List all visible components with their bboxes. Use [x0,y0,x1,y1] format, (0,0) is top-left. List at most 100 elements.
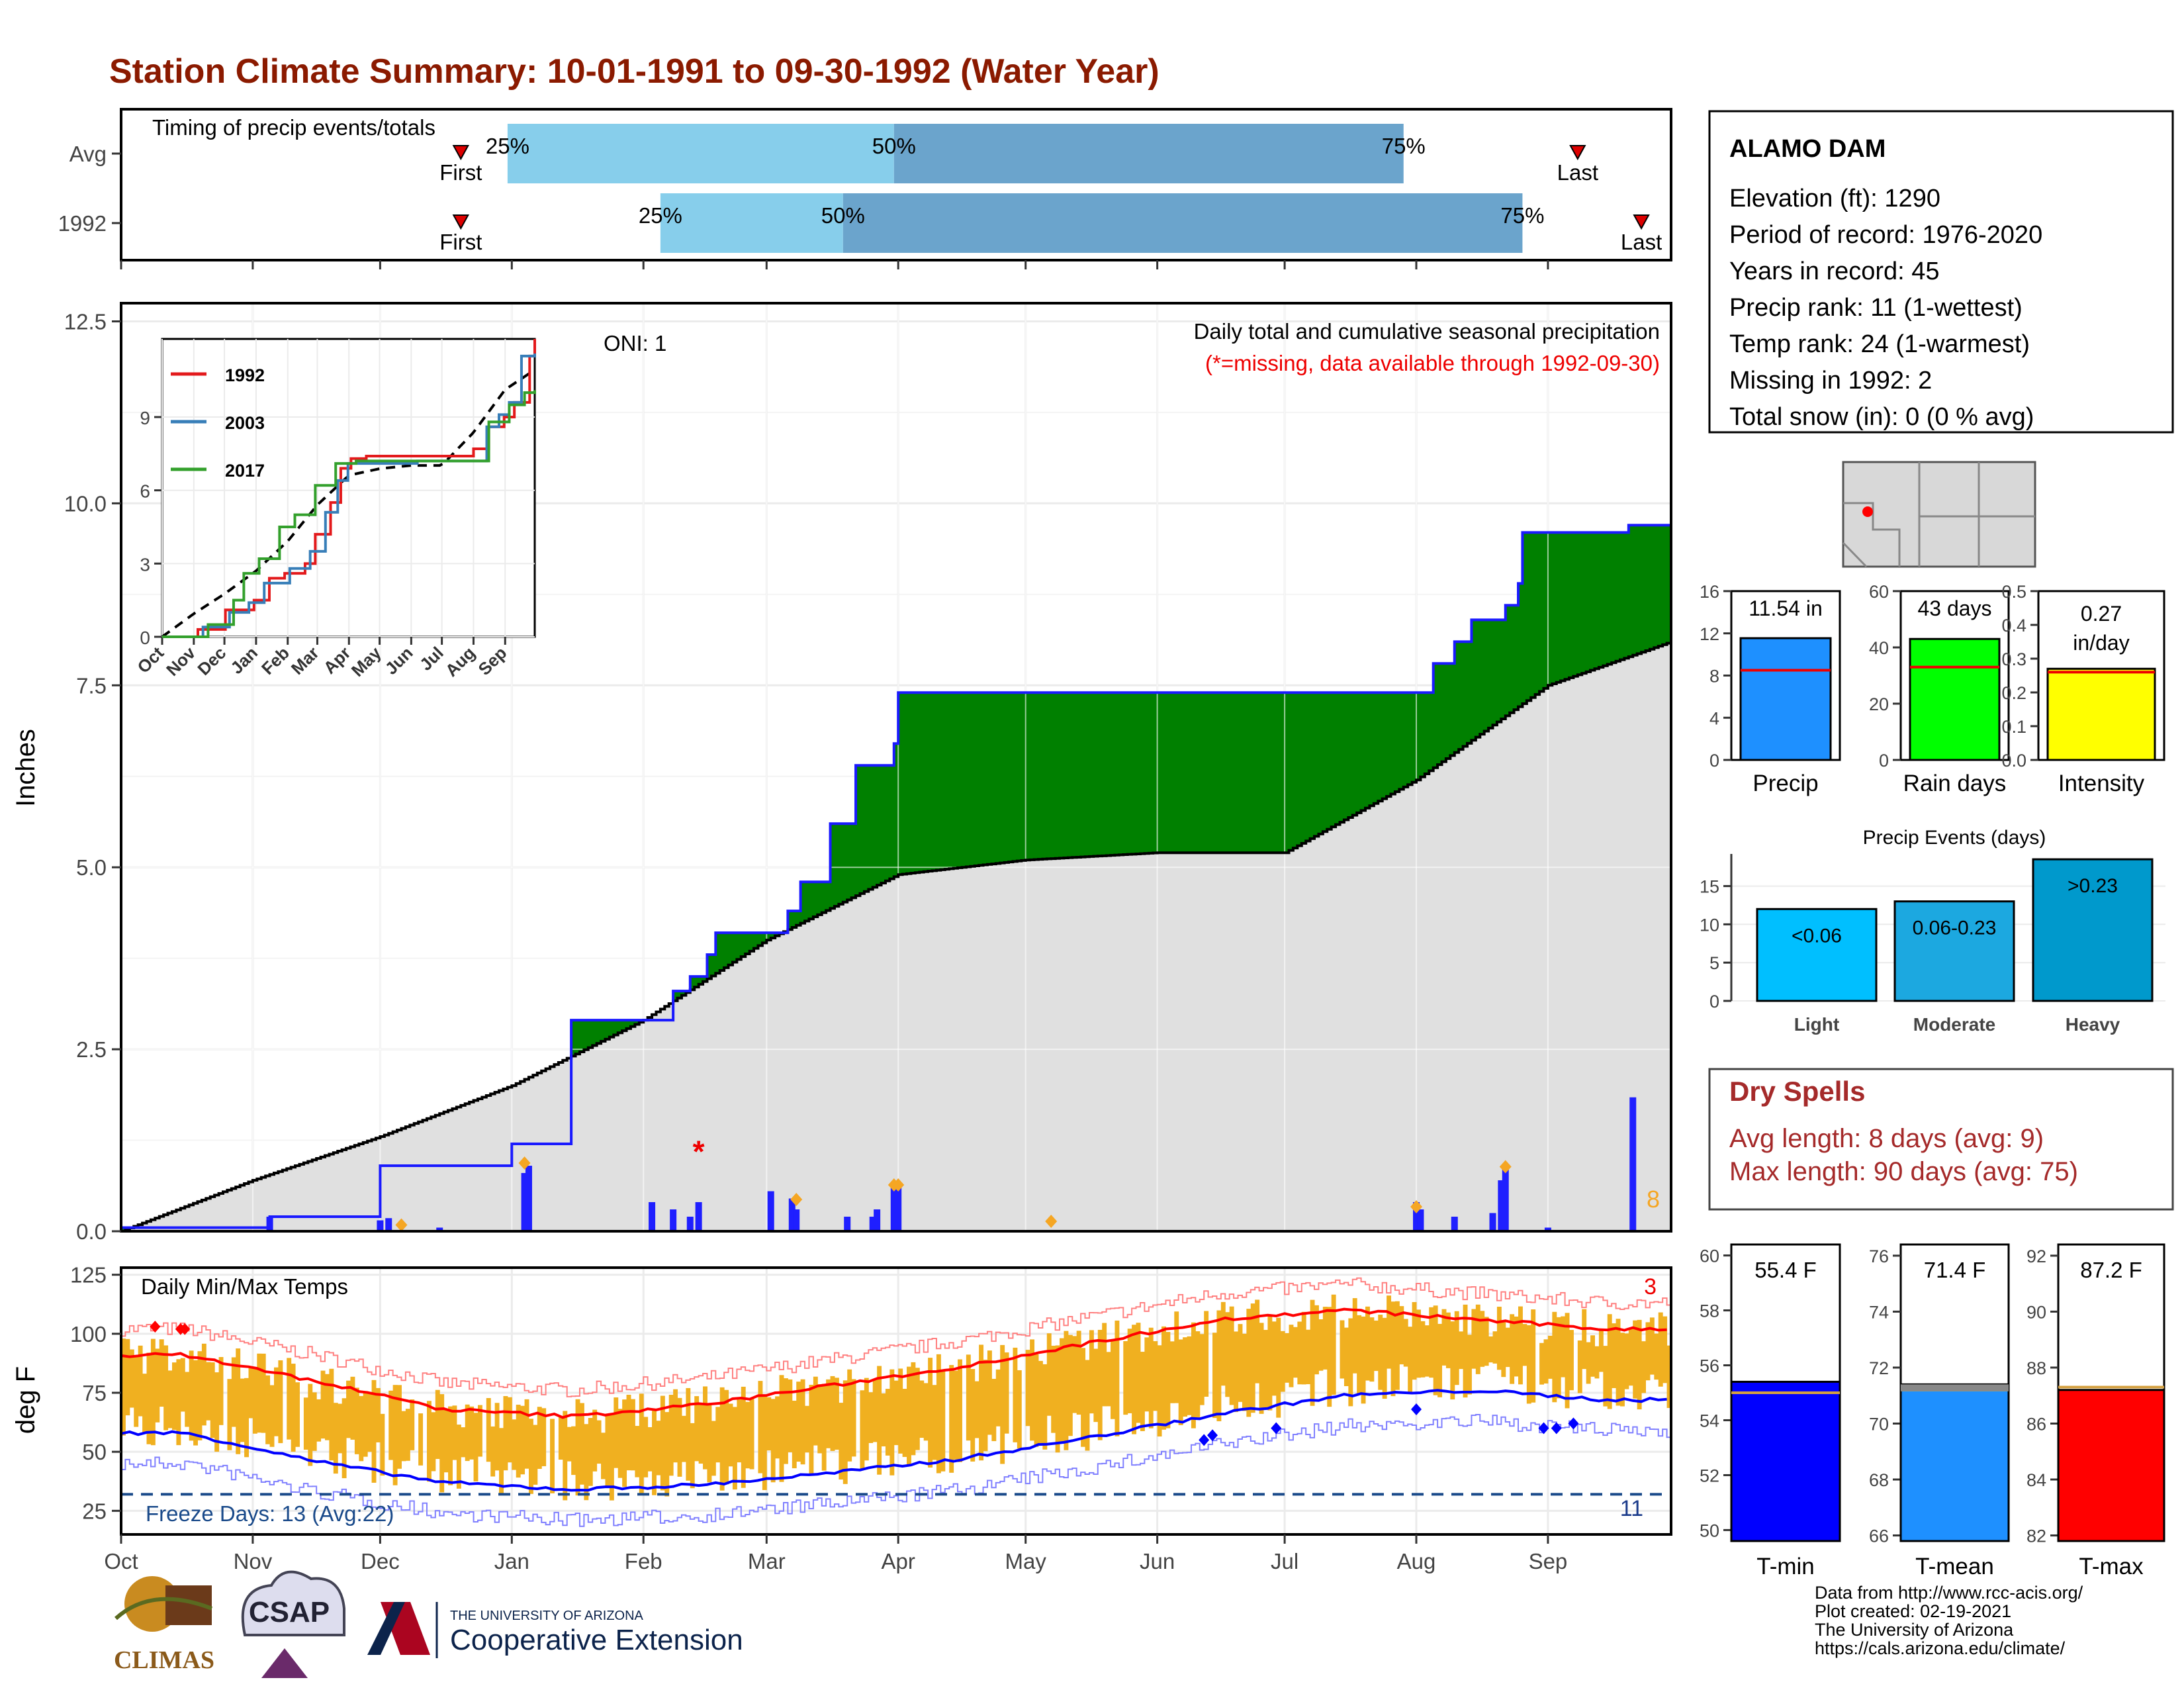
above-average-fill [121,1227,126,1231]
above-average-fill [958,692,963,868]
daily-temp-range-bar [1628,1328,1633,1386]
precip-missing-note: (*=missing, data available through 1992-… [1205,351,1660,375]
above-average-fill [1297,692,1302,846]
timing-row-label: 1992 [58,211,107,236]
daily-temp-range-bar [227,1379,232,1450]
above-average-fill [1577,532,1582,675]
above-average-fill [936,692,941,870]
daily-temp-range-bar [1204,1311,1209,1397]
daily-precip-bar [670,1209,677,1231]
above-average-fill [1118,692,1124,855]
mini-precip-ytick-label: 0.3 [2001,649,2026,669]
daily-temp-range-bar [800,1379,805,1465]
average-min-temp-line [120,1389,1667,1492]
daily-temp-range-bar [1416,1309,1421,1378]
above-average-fill [1492,620,1498,726]
daily-temp-range-bar [375,1387,381,1442]
daily-temp-range-bar [1293,1327,1298,1378]
daily-temp-range-bar [1387,1295,1392,1369]
precip-panel-frame [120,302,1672,1233]
above-average-fill [1518,583,1524,707]
daily-temp-range-bar [1445,1312,1451,1368]
daily-temp-range-bar [155,1348,160,1423]
daily-temp-range-bar [681,1415,686,1462]
daily-temp-range-bar [210,1362,215,1438]
daily-temp-range-bar [949,1365,954,1473]
above-average-fill [711,955,716,976]
daily-temp-range-bar [1399,1306,1404,1365]
above-average-fill [1637,525,1642,654]
timing-p75-label: 75% [1500,203,1544,228]
daily-temp-range-bar [465,1404,470,1462]
daily-precip-bar [521,1173,528,1231]
daily-temp-range-bar [512,1419,517,1470]
temp-xtick-label: Aug [1397,1549,1436,1573]
temp-xtick-label: Mar [748,1549,786,1573]
daily-temp-range-bar [872,1380,878,1442]
dry-spells-box [1708,1068,2174,1211]
record-day-marker [1045,1215,1058,1229]
daily-temp-range-bar [134,1356,139,1427]
station-name: ALAMO DAM [1729,135,1886,163]
daily-temp-range-bar [1645,1322,1651,1381]
temp-mini-value: 87.2 F [2080,1258,2142,1282]
above-average-fill [1004,692,1009,863]
above-average-fill [1369,692,1375,806]
above-average-fill [809,882,814,919]
above-average-fill [1420,692,1426,777]
record-day-marker [518,1156,531,1170]
timing-p50-label: 50% [821,203,865,228]
daily-temp-range-bar [567,1427,572,1462]
daily-temp-range-bar [138,1345,143,1417]
daily-temp-range-bar [499,1428,504,1495]
station-info-line: Temp rank: 24 (1-warmest) [1729,330,2030,358]
above-average-fill [1148,692,1154,853]
above-average-fill [1658,525,1663,647]
daily-temp-range-bar [1467,1335,1472,1395]
above-average-fill [889,765,895,879]
daily-temp-range-bar [189,1350,194,1441]
daily-temp-range-bar [167,1370,173,1429]
mini-precip-ytick-label: 60 [1869,582,1889,602]
above-average-fill [847,823,852,900]
daily-temp-range-bar [1111,1340,1115,1419]
above-average-fill [588,1020,593,1048]
daily-temp-range-bar [932,1385,937,1460]
above-average-fill [1318,692,1324,834]
daily-temp-range-bar [940,1370,946,1472]
above-average-fill [1102,692,1107,856]
daily-temp-range-bar [1055,1345,1060,1453]
above-average-fill [596,1020,602,1044]
daily-temp-range-bar [1046,1333,1052,1416]
daily-temp-range-bar [520,1405,525,1475]
daily-temp-range-bar [639,1393,644,1493]
daily-temp-range-bar [1577,1340,1582,1393]
daily-temp-range-bar [596,1420,602,1464]
precip-note: Daily total and cumulative seasonal prec… [1194,319,1660,344]
page-title: Station Climate Summary: 10-01-1991 to 0… [109,52,1160,91]
above-average-fill [592,1020,598,1046]
daily-temp-range-bar [350,1376,355,1440]
daily-temp-range-bar [1220,1301,1226,1386]
above-average-fill [1382,692,1387,799]
temp-xtick-label: Feb [625,1549,662,1573]
above-average-fill [1085,692,1090,857]
daily-temp-range-bar [320,1370,326,1439]
daily-temp-range-bar [142,1374,147,1433]
above-average-fill [1343,692,1349,820]
above-average-fill [1484,620,1489,731]
record-day-marker [395,1218,408,1232]
daily-temp-range-bar [201,1343,206,1426]
above-average-fill [1607,532,1612,665]
daily-temp-range-bar [278,1360,283,1444]
daily-temp-range-bar [452,1405,457,1460]
timing-p25-label: 25% [486,134,529,158]
above-average-fill [1467,641,1473,743]
inset-legend-label: 2003 [225,413,265,433]
location-map [1842,461,2036,568]
daily-temp-range-bar [928,1358,933,1468]
above-average-fill [1352,692,1357,816]
daily-temp-range-bar [737,1399,742,1463]
daily-temp-range-bar [1030,1339,1035,1441]
